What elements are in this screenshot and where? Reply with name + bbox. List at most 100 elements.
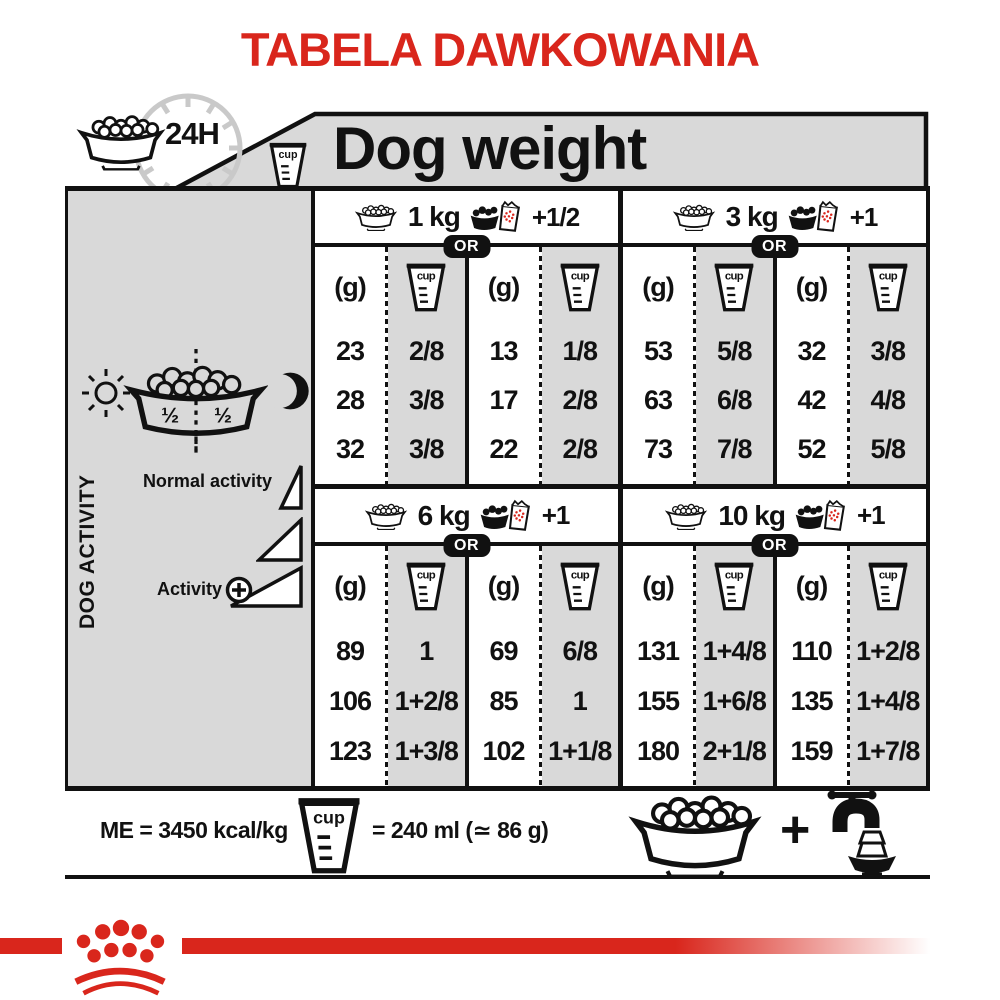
cup-column: 1 1+2/8 1+3/8 <box>388 546 465 786</box>
or-badge: OR <box>443 534 490 557</box>
cup-column: 1+2/8 1+4/8 1+7/8 <box>849 546 926 786</box>
grams-header: (g) <box>795 570 828 601</box>
dose-cell: 3/8 <box>408 385 445 415</box>
dose-cell: 123 <box>328 735 372 766</box>
dose-cell: 89 <box>335 635 365 666</box>
dog-activity-axis-label: DOG ACTIVITY <box>76 474 99 629</box>
grams-header: (g) <box>334 271 366 302</box>
cup-column: 5/8 6/8 7/8 <box>696 247 773 484</box>
dose-cell: 1+3/8 <box>394 735 459 766</box>
dose-cell: 135 <box>790 685 833 716</box>
dose-cell: 180 <box>636 735 680 766</box>
dose-cell: 106 <box>328 685 372 716</box>
measuring-cup-icon <box>868 261 908 313</box>
dose-cell: 73 <box>643 434 673 464</box>
header-divider <box>65 186 930 191</box>
dose-cell: 1+2/8 <box>856 635 920 666</box>
grams-column: (g) 89 106 123 <box>315 546 385 786</box>
wet-add-label: +1 <box>541 500 571 530</box>
dotted-separator <box>385 546 388 786</box>
measuring-cup-icon <box>714 560 754 612</box>
measuring-cup-icon <box>297 795 361 875</box>
footer-divider <box>65 875 930 879</box>
dose-cell: 52 <box>797 434 826 464</box>
dose-cell: 7/8 <box>716 434 753 464</box>
or-badge: OR <box>751 534 798 557</box>
grams-header: (g) <box>642 570 674 601</box>
solid-separator <box>772 546 777 786</box>
dose-cell: 131 <box>636 635 680 666</box>
weight-block-6kg: 6 kg +1 OR (g) 89 106 123 1 1+2/8 1+3/8 <box>315 489 618 786</box>
block-divider-horizontal <box>315 484 926 489</box>
svg-text:½: ½ <box>161 402 179 427</box>
solid-separator <box>464 247 469 484</box>
measuring-cup-icon <box>868 560 908 612</box>
dose-cell: 85 <box>489 685 518 716</box>
cup-equivalence-label: = 240 ml (≃ 86 g) <box>372 817 549 843</box>
weight-block-10kg: 10 kg +1 OR (g) 131 155 180 1+4/8 1+6/8 … <box>623 489 926 786</box>
dose-cell: 1+1/8 <box>548 735 612 766</box>
dose-cell: 1/8 <box>562 336 598 366</box>
wet-pouch-bowl-icon <box>788 199 840 235</box>
dry-food-bowl-icon <box>672 203 716 231</box>
svg-text:½: ½ <box>214 402 232 427</box>
weight-label: 3 kg <box>725 201 779 232</box>
wet-pouch-bowl-icon <box>795 498 847 534</box>
dose-cell: 1 <box>572 685 588 716</box>
crown-logo <box>74 919 166 996</box>
measuring-cup-icon <box>406 261 446 313</box>
dose-cell: 1+7/8 <box>856 735 920 766</box>
wet-add-label: +1 <box>856 500 886 530</box>
kibble-bowl-icon <box>612 790 778 878</box>
dose-cell: 53 <box>643 336 673 366</box>
or-badge: OR <box>751 235 798 258</box>
dotted-separator <box>693 546 696 786</box>
metabolizable-energy-label: ME = 3450 kcal/kg <box>100 817 288 843</box>
half-split-bowl-icon: ½ ½ <box>123 349 269 453</box>
dose-cell: 1 <box>419 635 434 666</box>
cup-column: 6/8 1 1+1/8 <box>541 546 618 786</box>
grams-column: (g) 32 42 52 <box>776 247 847 484</box>
activity-label: Activity <box>156 579 222 599</box>
duration-label: 24H <box>165 116 220 151</box>
dose-cell: 3/8 <box>408 434 445 464</box>
grams-column: (g) 110 135 159 <box>776 546 847 786</box>
measuring-cup-icon <box>406 560 446 612</box>
dose-cell: 6/8 <box>562 635 598 666</box>
dose-cell: 4/8 <box>870 385 906 415</box>
dry-food-bowl-icon <box>354 203 398 231</box>
dry-food-bowl-icon <box>664 502 708 530</box>
header-shape <box>169 111 929 191</box>
dose-cell: 110 <box>791 635 833 666</box>
grams-header: (g) <box>487 271 520 302</box>
dotted-separator <box>538 546 542 786</box>
grams-header: (g) <box>487 570 520 601</box>
dog-weight-header: Dog weight <box>333 115 647 182</box>
dose-cell: 2/8 <box>562 385 598 415</box>
moon-icon <box>268 372 309 410</box>
activity-triangle-medium <box>256 517 303 562</box>
grams-column: (g) 53 63 73 <box>623 247 693 484</box>
grams-column: (g) 23 28 32 <box>315 247 385 484</box>
dose-cell: 1+4/8 <box>702 635 767 666</box>
grams-column: (g) 69 85 102 <box>468 546 539 786</box>
normal-activity-label: Normal activity <box>142 471 272 491</box>
dose-cell: 1+2/8 <box>394 685 459 716</box>
dose-cell: 5/8 <box>716 336 753 366</box>
dose-cell: 3/8 <box>870 336 906 366</box>
red-bar-left <box>0 938 62 954</box>
grams-column: (g) 13 17 22 <box>468 247 539 484</box>
weight-label: 1 kg <box>407 201 461 232</box>
weight-label: 10 kg <box>718 499 786 531</box>
dotted-separator <box>385 247 388 484</box>
dose-cell: 2/8 <box>408 336 445 366</box>
dose-cell: 6/8 <box>716 385 753 415</box>
cup-column: 3/8 4/8 5/8 <box>849 247 926 484</box>
dose-cell: 69 <box>489 635 518 666</box>
dose-cell: 22 <box>489 434 518 464</box>
activity-triangle-small <box>278 465 303 510</box>
weight-block-1kg: 1 kg +1/2 OR (g) 23 28 32 2/8 3/8 3/8 <box>315 191 618 484</box>
dose-cell: 17 <box>489 385 518 415</box>
wet-add-label: +1/2 <box>531 201 580 232</box>
